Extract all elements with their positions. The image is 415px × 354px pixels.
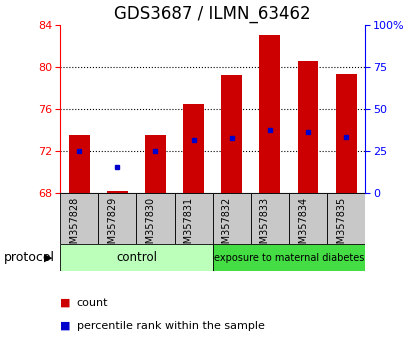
Bar xyxy=(175,193,213,244)
Bar xyxy=(60,193,98,244)
Text: GSM357828: GSM357828 xyxy=(69,197,79,256)
Bar xyxy=(336,74,356,193)
Text: GSM357829: GSM357829 xyxy=(107,197,117,256)
Text: protocol: protocol xyxy=(4,251,55,264)
Bar xyxy=(183,104,204,193)
Bar xyxy=(259,35,281,193)
Text: exposure to maternal diabetes: exposure to maternal diabetes xyxy=(214,252,364,263)
Bar xyxy=(221,75,242,193)
Text: ▶: ▶ xyxy=(44,252,52,263)
Bar xyxy=(212,193,251,244)
Bar xyxy=(69,135,90,193)
Text: GSM357831: GSM357831 xyxy=(183,197,194,256)
Bar xyxy=(60,244,212,271)
Bar xyxy=(137,193,175,244)
Title: GDS3687 / ILMN_63462: GDS3687 / ILMN_63462 xyxy=(115,6,311,23)
Text: GSM357835: GSM357835 xyxy=(336,197,346,256)
Bar xyxy=(298,61,318,193)
Bar xyxy=(107,191,128,193)
Text: GSM357830: GSM357830 xyxy=(146,197,156,256)
Text: percentile rank within the sample: percentile rank within the sample xyxy=(77,321,265,331)
Text: control: control xyxy=(116,251,157,264)
Text: GSM357834: GSM357834 xyxy=(298,197,308,256)
Bar xyxy=(145,135,166,193)
Bar xyxy=(251,193,289,244)
Bar xyxy=(98,193,137,244)
Bar xyxy=(289,193,327,244)
Text: GSM357833: GSM357833 xyxy=(260,197,270,256)
Text: GSM357832: GSM357832 xyxy=(222,197,232,256)
Text: ■: ■ xyxy=(60,298,71,308)
Text: count: count xyxy=(77,298,108,308)
Bar xyxy=(327,193,365,244)
Text: ■: ■ xyxy=(60,321,71,331)
Bar xyxy=(212,244,365,271)
